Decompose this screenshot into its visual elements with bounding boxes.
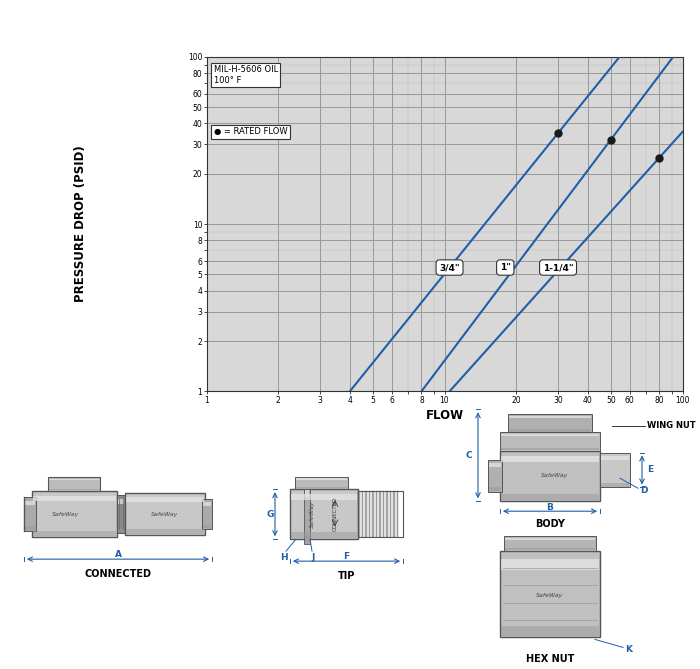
Bar [509, 415, 592, 418]
Text: ● = RATED FLOW: ● = RATED FLOW [214, 127, 287, 136]
Bar [49, 478, 99, 480]
Text: 1": 1" [500, 263, 511, 272]
Bar [382, 491, 384, 537]
Bar [501, 456, 599, 462]
Text: D: D [640, 486, 648, 495]
Bar [291, 532, 357, 538]
Bar [304, 490, 309, 498]
Bar [489, 463, 501, 467]
Bar [203, 525, 211, 529]
Text: MIL-H-5606 OIL
100° F: MIL-H-5606 OIL 100° F [214, 65, 278, 84]
Bar [126, 498, 204, 502]
Bar [500, 434, 599, 436]
Bar [500, 432, 600, 451]
Text: PRESSURE DROP (PSID): PRESSURE DROP (PSID) [74, 146, 87, 302]
Bar [488, 460, 502, 492]
Text: CONNECTED: CONNECTED [332, 497, 337, 531]
Bar [125, 493, 205, 535]
Bar [504, 537, 596, 551]
Text: E: E [647, 466, 653, 474]
Bar [49, 489, 99, 490]
Bar [368, 491, 370, 537]
Bar [33, 531, 116, 536]
Bar [386, 491, 388, 537]
Text: SafeWay: SafeWay [309, 500, 314, 528]
Bar [500, 448, 599, 450]
Bar [24, 497, 36, 531]
Bar [600, 452, 630, 488]
Bar [505, 549, 595, 550]
Bar [295, 478, 347, 480]
Bar [32, 491, 117, 537]
Bar [489, 488, 501, 491]
Bar [126, 529, 204, 534]
Text: H: H [280, 553, 288, 562]
Bar [304, 484, 310, 544]
X-axis label: FLOW: FLOW [426, 409, 463, 421]
Bar [372, 491, 374, 537]
Text: SafeWay: SafeWay [541, 473, 568, 478]
Text: SafeWay: SafeWay [536, 593, 564, 597]
Bar [396, 491, 398, 537]
Bar [501, 559, 599, 570]
Text: G: G [266, 510, 274, 518]
Bar [48, 477, 100, 491]
Bar [33, 496, 116, 501]
Bar [304, 537, 309, 544]
Bar [379, 491, 381, 537]
Text: 3/4": 3/4" [439, 263, 460, 272]
Text: K: K [625, 645, 632, 654]
Bar [361, 491, 363, 537]
Text: HEX NUT: HEX NUT [526, 654, 574, 664]
Text: PRESSURE DROP VS. FLOW: PRESSURE DROP VS. FLOW [319, 13, 542, 28]
Text: C: C [466, 451, 472, 460]
Bar [500, 551, 600, 637]
Bar [118, 499, 125, 504]
Text: BODY: BODY [535, 519, 565, 529]
Bar [295, 487, 347, 488]
Bar [290, 489, 358, 539]
Bar [358, 491, 360, 537]
Bar [365, 491, 367, 537]
Bar [601, 456, 629, 460]
Text: F: F [344, 552, 349, 561]
Text: SafeWay: SafeWay [52, 512, 80, 516]
Bar [505, 538, 595, 539]
Text: J: J [312, 553, 315, 562]
Text: A: A [115, 550, 122, 559]
Bar [393, 491, 395, 537]
Bar [389, 491, 391, 537]
Text: B: B [547, 502, 554, 512]
Bar [501, 626, 599, 636]
Bar [202, 499, 212, 529]
Bar [203, 502, 211, 506]
Text: CONNECTED: CONNECTED [85, 569, 151, 579]
Text: SafeWay: SafeWay [151, 512, 178, 516]
Bar [509, 429, 592, 432]
Bar [25, 500, 35, 504]
Bar [375, 491, 377, 537]
Bar [25, 527, 35, 531]
Bar [118, 528, 125, 533]
Bar [500, 451, 600, 501]
Text: S51 Series: S51 Series [393, 36, 468, 50]
Bar [501, 494, 599, 500]
Text: 1-1/4": 1-1/4" [542, 263, 573, 272]
Bar [291, 494, 357, 500]
Bar [601, 482, 629, 487]
Bar [358, 491, 403, 537]
Bar [295, 477, 348, 489]
Text: TIP: TIP [338, 571, 355, 581]
Bar [117, 495, 125, 533]
Bar [508, 414, 592, 432]
Text: WING NUT: WING NUT [647, 421, 696, 430]
